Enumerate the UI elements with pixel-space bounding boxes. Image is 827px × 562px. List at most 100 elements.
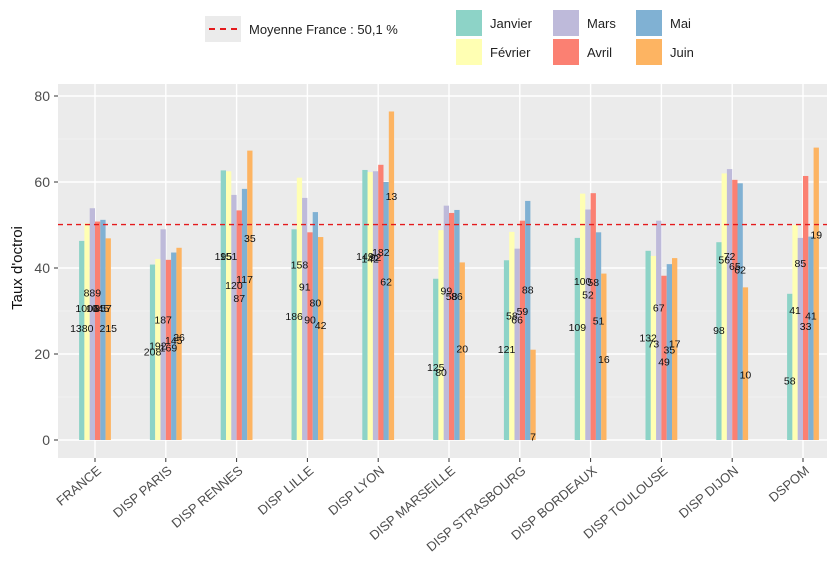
- bar-value-label: 62: [734, 265, 746, 277]
- bar: [433, 278, 439, 440]
- bar-value-label: 149: [356, 251, 374, 263]
- bar: [231, 194, 237, 440]
- y-tick-label: 60: [34, 174, 50, 190]
- y-tick-label: 0: [42, 432, 50, 448]
- bar: [105, 238, 111, 440]
- bar-value-label: 100: [574, 276, 592, 288]
- legend-label-avril: Avril: [587, 44, 613, 60]
- bar: [362, 169, 368, 440]
- bar: [100, 219, 106, 440]
- bar-value-label: 20: [456, 343, 468, 355]
- legend-swatch-juin: [636, 39, 662, 65]
- bar-value-label: 58: [784, 376, 796, 388]
- bar-value-label: 33: [800, 321, 812, 333]
- bar-value-label: 120: [225, 280, 243, 292]
- legend-swatch-fevrier: [456, 39, 482, 65]
- bar-value-label: 17: [669, 338, 681, 350]
- bar-value-label: 41: [789, 305, 801, 317]
- legend-item-fevrier: Février: [456, 39, 530, 65]
- legend-item-juin: Juin: [636, 39, 694, 65]
- legend-reference-label: Moyenne France : 50,1 %: [249, 21, 398, 37]
- bar: [787, 293, 793, 440]
- bar: [459, 262, 465, 440]
- bar: [656, 220, 662, 440]
- bar: [443, 205, 449, 440]
- bar: [307, 232, 313, 440]
- bar-value-label: 58: [446, 291, 458, 303]
- bar-value-label: 125: [427, 362, 445, 374]
- bar-value-label: 66: [511, 315, 523, 327]
- bar-value-label: 109: [569, 322, 587, 334]
- bar-value-label: 857: [94, 303, 112, 315]
- bar-value-label: 16: [598, 354, 610, 366]
- bar: [241, 188, 248, 440]
- legend-swatch-janvier: [456, 10, 482, 36]
- bar-value-label: 87: [233, 293, 245, 305]
- bar: [813, 147, 819, 440]
- bar: [372, 171, 379, 440]
- bar: [454, 209, 460, 440]
- bar-value-label: 67: [653, 303, 665, 315]
- dashed-line-icon: [205, 16, 241, 42]
- legend-swatch-avril: [553, 39, 579, 65]
- bar: [666, 264, 672, 440]
- bar: [792, 225, 798, 440]
- bar: [171, 252, 177, 440]
- bar: [580, 193, 586, 440]
- bar: [601, 273, 607, 440]
- bar-value-label: 10: [740, 370, 752, 382]
- bar-value-label: 58: [506, 310, 518, 322]
- bar-value-label: 142: [361, 254, 379, 266]
- bar-value-label: 117: [236, 274, 253, 286]
- bar: [585, 209, 591, 440]
- bar: [595, 232, 602, 440]
- bar: [247, 150, 253, 441]
- bar-value-label: 98: [713, 325, 725, 337]
- bar: [438, 230, 444, 440]
- bar: [89, 208, 95, 440]
- bar: [449, 212, 455, 440]
- bar-value-label: 62: [380, 276, 392, 288]
- bar-value-label: 35: [664, 345, 676, 357]
- bar: [803, 175, 809, 441]
- bar-value-label: 132: [639, 333, 657, 345]
- bar: [95, 221, 101, 440]
- bar: [302, 197, 308, 440]
- legend-label-juin: Juin: [670, 44, 694, 60]
- bar: [645, 250, 651, 440]
- bar-value-label: 186: [285, 311, 303, 323]
- bar: [155, 258, 161, 440]
- legend-swatch-mars: [553, 10, 579, 36]
- legend: Moyenne France : 50,1 % Janvier Février …: [0, 6, 827, 68]
- bar: [149, 264, 156, 440]
- bar-value-label: 7: [530, 432, 536, 444]
- legend-item-mai: Mai: [636, 10, 691, 36]
- bar-value-label: 151: [220, 251, 238, 263]
- legend-item-avril: Avril: [553, 39, 612, 65]
- legend-label-mai: Mai: [670, 15, 691, 31]
- bar-value-label: 65: [729, 261, 741, 273]
- x-tick-label: DISP PARIS: [110, 463, 175, 521]
- y-axis-label: Taux d'octroi: [9, 226, 26, 310]
- bar: [367, 172, 373, 441]
- bar: [650, 255, 657, 440]
- bar-value-label: 41: [805, 310, 817, 322]
- bar-value-label: 1045: [86, 303, 110, 315]
- x-tick-label: DSPOM: [766, 463, 812, 505]
- x-tick-label: DISP LYON: [325, 463, 387, 518]
- bar: [503, 260, 510, 440]
- bar-value-label: 80: [310, 297, 322, 309]
- bar-value-label: 85: [795, 258, 807, 270]
- bar: [160, 229, 166, 440]
- bar-value-label: 80: [435, 367, 447, 379]
- bar-value-label: 169: [160, 343, 178, 355]
- bar-value-label: 73: [648, 338, 660, 350]
- bar-value-label: 121: [498, 344, 516, 356]
- bar: [220, 170, 226, 440]
- bar-value-label: 92: [370, 252, 382, 264]
- bar: [514, 248, 520, 440]
- y-tick-label: 20: [34, 346, 50, 362]
- bar: [732, 179, 738, 440]
- bar: [672, 258, 678, 440]
